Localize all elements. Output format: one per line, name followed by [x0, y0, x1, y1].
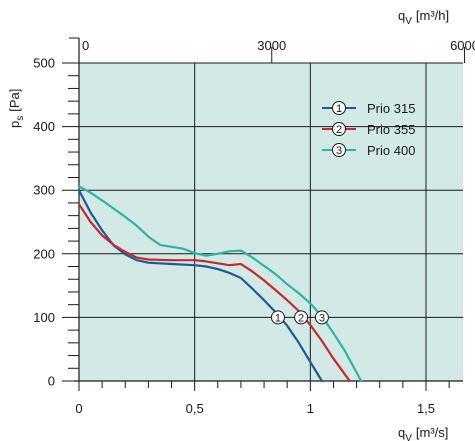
legend-marker-circle-3	[332, 143, 346, 157]
y-tick-label-500: 500	[33, 56, 55, 71]
legend: 1 Prio 315 2 Prio 355 3 Prio 400	[322, 101, 415, 158]
x-top-tick-label-6000: 6000	[450, 38, 475, 53]
x-axis-title: qV [m³/s]	[398, 425, 448, 441]
x-top-tick-label-0: 0	[82, 38, 89, 53]
legend-marker-circle-2	[332, 122, 346, 136]
marker-label-2: 2	[298, 312, 304, 324]
legend-marker-label-2: 2	[336, 124, 342, 136]
legend-marker-circle-1	[332, 101, 346, 115]
axis-titles: qV [m³/h] qV [m³/s] ps[Pa]	[7, 8, 449, 441]
series-line-3	[77, 185, 363, 383]
legend-marker-label-3: 3	[336, 145, 342, 157]
x-top-tick-label-3000: 3000	[257, 38, 286, 53]
plot-area	[79, 63, 463, 381]
marker-circle-3	[314, 310, 329, 325]
x-tick-label-0,5: 0,5	[186, 401, 204, 416]
legend-entry-3: Prio 400	[367, 143, 415, 158]
y-tick-label-100: 100	[33, 310, 55, 325]
x-tick-label-0: 0	[75, 401, 82, 416]
axes: 0 100 200 300 400 500 0 0,5 1 1,5 0 3000 6000	[33, 37, 475, 416]
x-top-axis-title: qV [m³/h]	[398, 8, 449, 27]
y-tick-label-400: 400	[33, 119, 55, 134]
legend-marker-label-1: 1	[336, 103, 342, 115]
operating-point-markers: 1 2 3	[270, 310, 329, 325]
y-tick-label-300: 300	[33, 183, 55, 198]
x-tick-label-1: 1	[307, 401, 314, 416]
y-axis-title: ps[Pa]	[7, 89, 26, 128]
marker-circle-1	[270, 310, 285, 325]
legend-entry-2: Prio 355	[367, 122, 415, 137]
y-tick-label-200: 200	[33, 246, 55, 261]
y-tick-label-0: 0	[48, 374, 55, 389]
marker-label-3: 3	[319, 312, 325, 324]
marker-label-1: 1	[275, 312, 281, 324]
legend-entry-1: Prio 315	[367, 101, 415, 116]
marker-circle-2	[294, 310, 309, 325]
x-tick-label-1,5: 1,5	[417, 401, 435, 416]
